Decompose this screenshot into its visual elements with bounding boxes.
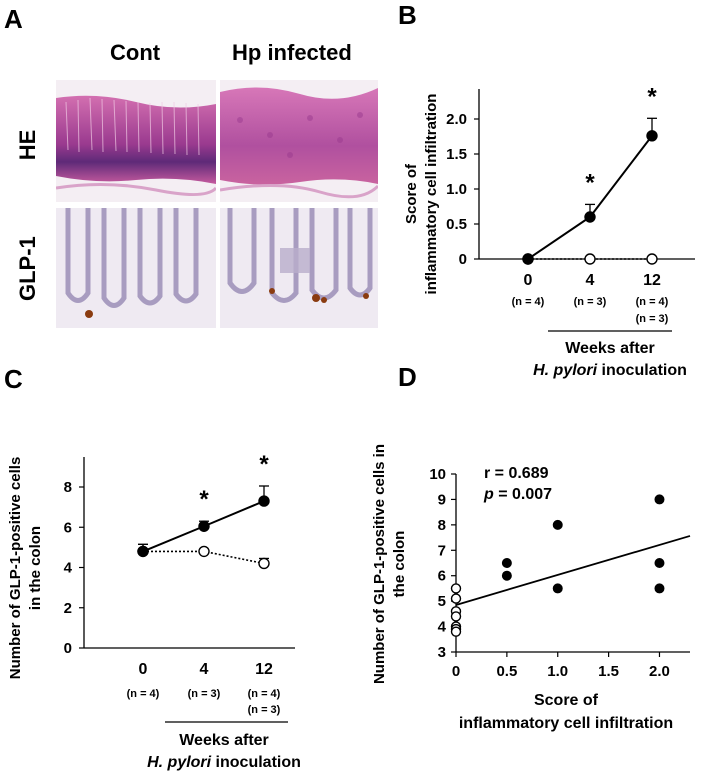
- chart-d-stat-r: r = 0.689: [484, 465, 549, 482]
- chart-d-ylabel-line2: the colon: [391, 531, 408, 598]
- chart-d-xtick-label: 0: [452, 663, 460, 680]
- chart-c-xlabel-species: H. pylori: [147, 754, 212, 771]
- chart-c-point-open: [258, 557, 270, 570]
- chart-c-point-filled: [198, 520, 210, 532]
- chart-d-xtick-label: 2.0: [649, 663, 670, 680]
- chart-b-ytick-label: 1.0: [446, 181, 467, 198]
- chart-c-xtick-label: 4: [200, 661, 209, 678]
- chart-b-point-filled: [646, 130, 658, 142]
- chart-c-ytick-label: 4: [64, 560, 73, 577]
- chart-b-xtick-label: 0: [524, 272, 533, 289]
- chart-d-ytick-label: 8: [438, 517, 446, 534]
- chart-b-series-filled-line: [527, 135, 653, 260]
- chart-b-significance-star: *: [647, 83, 657, 110]
- panel-label-c: C: [4, 364, 23, 394]
- chart-c-ytick-label: 2: [64, 600, 72, 617]
- chart-c-point-filled: [137, 545, 149, 558]
- histology-glp1-infected: [220, 208, 378, 328]
- chart-b-ylabel-line1: Score of: [403, 163, 420, 224]
- chart-c-n-label: (n = 4): [248, 688, 281, 700]
- chart-d-point-filled: [552, 519, 563, 530]
- chart-b-point-filled: [584, 211, 596, 223]
- chart-b-n-label: (n = 3): [574, 296, 607, 308]
- col-header-hp-infected: Hp infected: [232, 40, 352, 65]
- chart-c-ylabel-line1: Number of GLP-1-positive cells: [7, 457, 24, 680]
- chart-d-point-filled: [654, 583, 665, 594]
- chart-d-ylabel-line1: Number of GLP-1-positive cells in: [371, 444, 388, 684]
- chart-d-ytick-label: 3: [438, 644, 446, 661]
- chart-c-ylabel-line2: in the colon: [27, 526, 44, 610]
- panel-label-b: B: [398, 0, 417, 30]
- chart-b-ytick-label: 0.5: [446, 216, 467, 233]
- chart-b-ytick-label: 1.5: [446, 146, 467, 163]
- chart-d-xtick-label: 1.0: [547, 663, 568, 680]
- chart-b-ytick-label: 0: [459, 251, 467, 268]
- chart-c-n-label: (n = 4): [127, 688, 160, 700]
- chart-d-point-open: [450, 611, 462, 622]
- chart-d-ytick-label: 4: [438, 619, 447, 636]
- chart-d-point-filled: [654, 494, 665, 505]
- chart-c-xlabel-line1: Weeks after: [179, 732, 269, 749]
- chart-d-xlabel-line2: inflammatory cell infiltration: [459, 715, 673, 732]
- chart-d-regression-line: [455, 535, 691, 606]
- chart-d-point-filled: [501, 570, 512, 581]
- chart-d-point-filled: [654, 558, 665, 568]
- chart-d-stat-p-symbol: p: [483, 486, 494, 503]
- chart-d-ytick-label: 10: [429, 466, 446, 483]
- chart-b-point-open: [584, 253, 596, 265]
- chart-c-ytick-label: 6: [64, 519, 72, 536]
- chart-b-xtick-label: 4: [586, 272, 595, 289]
- chart-c-xlabel-suffix: inoculation: [211, 754, 301, 771]
- chart-d-ytick-label: 5: [438, 593, 446, 610]
- chart-d-ytick-label: 9: [438, 491, 446, 508]
- chart-b-xlabel-line2: H. pylori inoculation: [533, 362, 687, 379]
- chart-c-n-label: (n = 3): [188, 688, 221, 700]
- chart-d-xlabel-line1: Score of: [534, 692, 599, 709]
- chart-b-xlabel-species: H. pylori: [533, 362, 598, 379]
- chart-b-n-label: (n = 4): [512, 296, 545, 308]
- chart-d-point-open: [450, 593, 462, 604]
- chart-c-point-filled: [258, 495, 270, 507]
- chart-c-significance-star: *: [259, 451, 269, 478]
- chart-d-point-filled: [552, 583, 563, 594]
- chart-b-n-label: (n = 3): [636, 313, 669, 325]
- chart-c-xtick-label: 0: [139, 661, 148, 678]
- chart-b-point-filled: [522, 253, 534, 265]
- chart-b-significance-star: *: [585, 169, 595, 196]
- chart-d-point-filled: [501, 558, 512, 568]
- chart-c-n-label: (n = 3): [248, 704, 281, 716]
- histology-he-infected: [220, 80, 378, 202]
- chart-d-xtick-label: 0.5: [496, 663, 517, 680]
- chart-d-point-open: [450, 626, 462, 637]
- chart-b-ylabel-line2: inflammatory cell infiltration: [423, 94, 440, 295]
- chart-b-xtick-label: 12: [643, 272, 661, 289]
- chart-b-xlabel-line1: Weeks after: [565, 340, 655, 357]
- histology-he-control: [56, 80, 216, 202]
- chart-c-significance-star: *: [199, 486, 209, 513]
- chart-d-ytick-label: 6: [438, 568, 446, 585]
- col-header-cont: Cont: [110, 40, 161, 65]
- chart-c-ytick-label: 0: [64, 640, 72, 657]
- chart-c-point-open: [198, 545, 210, 558]
- chart-c-ytick-label: 8: [64, 479, 72, 496]
- chart-d-xtick-label: 1.5: [598, 663, 619, 680]
- chart-c-xtick-label: 12: [255, 661, 273, 678]
- chart-d-ytick-label: 7: [438, 542, 446, 559]
- chart-d-stat-p-value: = 0.007: [494, 486, 552, 503]
- chart-d-point-open: [450, 583, 462, 594]
- chart-c-xlabel-line2: H. pylori inoculation: [147, 754, 301, 771]
- chart-d-stat-p: p = 0.007: [483, 486, 552, 503]
- chart-b-point-open: [646, 253, 658, 265]
- chart-b-n-label: (n = 4): [636, 296, 669, 308]
- chart-b-ytick-label: 2.0: [446, 111, 467, 128]
- chart-b-xlabel-suffix: inoculation: [597, 362, 687, 379]
- panel-label-d: D: [398, 362, 417, 392]
- histology-glp1-control: [56, 208, 216, 328]
- panel-label-a: A: [4, 4, 23, 34]
